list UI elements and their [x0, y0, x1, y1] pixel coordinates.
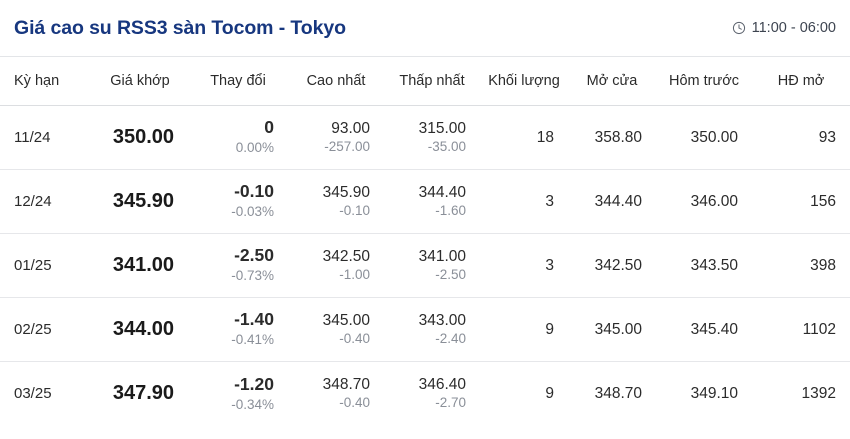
clock-icon [732, 21, 746, 35]
session-time: 11:00 - 06:00 [732, 20, 836, 36]
cell-high-value: 348.70 [322, 375, 370, 393]
column-header-prev[interactable]: Hôm trước [656, 56, 752, 106]
cell-term: 03/25 [0, 361, 92, 426]
cell-change-value: 0 [264, 117, 274, 138]
cell-volume: 9 [480, 361, 568, 426]
cell-change: 0 0.00% [188, 106, 288, 170]
cell-change: -1.40 -0.41% [188, 297, 288, 362]
cell-change-value: -0.10 [234, 181, 274, 202]
cell-low-diff: -2.50 [435, 267, 466, 283]
table-header: Kỳ hạn Giá khớp Thay đổi Cao nhất Thấp n… [0, 56, 850, 106]
cell-open-interest: 1102 [752, 297, 850, 362]
table-row[interactable]: 02/25 344.00 -1.40 -0.41% 345.00 -0.40 3… [0, 297, 850, 362]
page-title: Giá cao su RSS3 sàn Tocom - Tokyo [14, 16, 346, 39]
cell-high-value: 93.00 [331, 119, 370, 137]
cell-change: -0.10 -0.03% [188, 169, 288, 234]
cell-term: 02/25 [0, 297, 92, 362]
column-header-price[interactable]: Giá khớp [92, 56, 188, 106]
cell-open-interest: 156 [752, 169, 850, 234]
table-body: 11/24 350.00 0 0.00% 93.00 -257.00 315.0… [0, 106, 850, 426]
cell-price: 347.90 [92, 361, 188, 426]
cell-change-value: -1.20 [234, 373, 274, 394]
cell-high: 93.00 -257.00 [288, 106, 384, 170]
cell-open: 348.70 [568, 361, 656, 426]
table-header-row: Kỳ hạn Giá khớp Thay đổi Cao nhất Thấp n… [0, 56, 850, 106]
cell-price: 341.00 [92, 233, 188, 298]
session-time-label: 11:00 - 06:00 [751, 20, 836, 36]
column-header-open[interactable]: Mở cửa [568, 56, 656, 106]
cell-price: 344.00 [92, 297, 188, 362]
cell-volume: 3 [480, 169, 568, 234]
cell-high-value: 342.50 [322, 247, 370, 265]
column-header-volume[interactable]: Khối lượng [480, 56, 568, 106]
cell-high-diff: -257.00 [324, 139, 370, 155]
cell-low-diff: -35.00 [427, 139, 466, 155]
cell-high-diff: -1.00 [339, 267, 370, 283]
cell-change-percent: 0.00% [235, 140, 274, 156]
cell-open-interest: 1392 [752, 361, 850, 426]
cell-prev: 345.40 [656, 297, 752, 362]
column-header-term[interactable]: Kỳ hạn [0, 56, 92, 106]
cell-low-diff: -2.70 [435, 395, 466, 411]
cell-low-diff: -1.60 [435, 203, 466, 219]
cell-prev: 349.10 [656, 361, 752, 426]
cell-low-value: 343.00 [418, 311, 466, 329]
column-header-low[interactable]: Thấp nhất [384, 56, 480, 106]
cell-high: 345.90 -0.10 [288, 169, 384, 234]
cell-low-value: 344.40 [418, 183, 466, 201]
cell-low-value: 346.40 [418, 375, 466, 393]
cell-low-value: 315.00 [418, 119, 466, 137]
cell-change-percent: -0.73% [231, 268, 274, 284]
cell-volume: 18 [536, 128, 554, 146]
cell-prev: 343.50 [656, 233, 752, 298]
cell-change-percent: -0.03% [231, 204, 274, 220]
cell-open: 358.80 [594, 128, 642, 146]
cell-low: 343.00 -2.40 [384, 297, 480, 362]
cell-high: 348.70 -0.40 [288, 361, 384, 426]
cell-change: -1.20 -0.34% [188, 361, 288, 426]
column-header-change[interactable]: Thay đổi [188, 56, 288, 106]
cell-high: 342.50 -1.00 [288, 233, 384, 298]
cell-price: 345.90 [92, 169, 188, 234]
cell-prev: 346.00 [656, 169, 752, 234]
cell-high-diff: -0.40 [339, 395, 370, 411]
cell-high-value: 345.00 [322, 311, 370, 329]
cell-open: 345.00 [568, 297, 656, 362]
cell-term: 11/24 [14, 129, 51, 146]
cell-prev: 350.00 [690, 128, 738, 146]
cell-change-percent: -0.41% [231, 332, 274, 348]
cell-low-diff: -2.40 [435, 331, 466, 347]
cell-volume: 3 [480, 233, 568, 298]
quotes-table: Kỳ hạn Giá khớp Thay đổi Cao nhất Thấp n… [0, 56, 850, 426]
cell-open: 344.40 [568, 169, 656, 234]
cell-volume: 9 [480, 297, 568, 362]
cell-change-percent: -0.34% [231, 396, 274, 412]
cell-high-value: 345.90 [322, 183, 370, 201]
cell-term: 12/24 [0, 169, 92, 234]
cell-high: 345.00 -0.40 [288, 297, 384, 362]
cell-change-value: -2.50 [234, 245, 274, 266]
table-row[interactable]: 11/24 350.00 0 0.00% 93.00 -257.00 315.0… [0, 106, 850, 170]
cell-open-interest: 93 [818, 128, 836, 146]
cell-open-interest: 398 [752, 233, 850, 298]
cell-low: 341.00 -2.50 [384, 233, 480, 298]
cell-term: 01/25 [0, 233, 92, 298]
column-header-open-interest[interactable]: HĐ mở [752, 56, 850, 106]
cell-change: -2.50 -0.73% [188, 233, 288, 298]
panel-header: Giá cao su RSS3 sàn Tocom - Tokyo 11:00 … [0, 0, 850, 56]
cell-price: 350.00 [112, 126, 174, 148]
cell-change-value: -1.40 [234, 309, 274, 330]
cell-low-value: 341.00 [418, 247, 466, 265]
table-row[interactable]: 03/25 347.90 -1.20 -0.34% 348.70 -0.40 3… [0, 361, 850, 426]
cell-low: 315.00 -35.00 [384, 106, 480, 170]
cell-low: 344.40 -1.60 [384, 169, 480, 234]
cell-high-diff: -0.40 [339, 331, 370, 347]
table-row[interactable]: 12/24 345.90 -0.10 -0.03% 345.90 -0.10 3… [0, 169, 850, 234]
table-row[interactable]: 01/25 341.00 -2.50 -0.73% 342.50 -1.00 3… [0, 233, 850, 298]
cell-low: 346.40 -2.70 [384, 361, 480, 426]
cell-high-diff: -0.10 [339, 203, 370, 219]
cell-open: 342.50 [568, 233, 656, 298]
column-header-high[interactable]: Cao nhất [288, 56, 384, 106]
